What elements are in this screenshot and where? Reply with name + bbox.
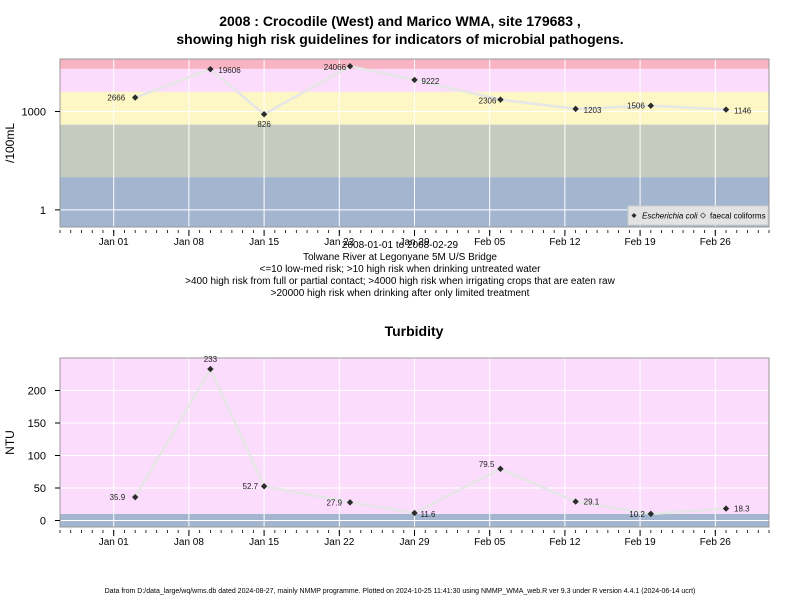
x-tick-label: Feb 05 <box>474 537 506 548</box>
chart-panel-1: 1 1000 Jan 01 Jan 08 Jan 15 Jan 22 Jan 29 Feb 0… <box>3 58 770 248</box>
data-point <box>497 96 504 103</box>
x-tick-label: Jan 22 <box>324 537 354 548</box>
legend-box <box>627 205 769 226</box>
data-point <box>411 76 418 84</box>
plot-frame <box>59 58 770 228</box>
x-tick-label: Jan 29 <box>399 537 429 548</box>
x-tick-label: Jan 01 <box>99 537 129 548</box>
data-point <box>411 509 418 517</box>
data-label: 18.3 <box>734 505 750 514</box>
caption-site-name: Tolwane River at Legonyane 5M U/S Bridge <box>303 252 497 263</box>
x-tick-label: Jan 22 <box>324 237 354 248</box>
y-tick-label: 1 <box>40 205 46 217</box>
data-point <box>497 465 504 473</box>
x-tick-label: Feb 19 <box>625 537 657 548</box>
legend-marker-fc <box>699 212 707 219</box>
data-label: 19606 <box>218 66 241 75</box>
data-label: 2306 <box>479 97 497 106</box>
data-label: 35.9 <box>110 493 126 502</box>
y-axis-label: /100mL <box>3 123 17 163</box>
data-label: 1506 <box>627 102 645 111</box>
legend-label-fc: faecal coliforms <box>710 212 766 221</box>
legend-label-ecoli: Escherichia coli <box>642 212 698 221</box>
x-tick-label: Feb 12 <box>549 537 581 548</box>
data-label: 1203 <box>584 106 602 115</box>
panel-title: Turbidity <box>385 323 444 339</box>
data-point <box>572 105 579 113</box>
data-point <box>207 65 214 73</box>
footer-note: Data from D:/data_large/wq/wms.db dated … <box>104 588 696 595</box>
data-label: 52.7 <box>243 482 259 491</box>
plot-frame <box>59 357 770 528</box>
data-label: 2666 <box>107 94 125 103</box>
data-point <box>722 505 730 512</box>
chart-panel-2: 0 50 100 150 200 Jan 01 Jan 08 Jan 15 Jan 22 Jan … <box>3 323 770 548</box>
x-tick-label: Jan 08 <box>174 237 204 248</box>
data-label: 27.9 <box>326 498 342 507</box>
chart-title-line-2: showing high risk guidelines for indicat… <box>176 31 624 47</box>
x-tick-label: Feb 12 <box>549 237 581 248</box>
x-tick-label: Feb 26 <box>700 537 732 548</box>
y-tick-label: 0 <box>40 516 46 528</box>
x-tick-label: Jan 15 <box>249 537 279 548</box>
data-point <box>647 102 655 109</box>
data-point <box>346 63 354 70</box>
y-tick-label: 150 <box>28 418 46 430</box>
caption-risk-contact: >400 high risk from full or partial cont… <box>185 276 615 287</box>
data-label: 29.1 <box>584 498 600 507</box>
data-label: 24066 <box>324 63 347 72</box>
data-point <box>572 498 579 505</box>
x-tick-label: Jan 29 <box>399 237 429 248</box>
data-point <box>260 483 268 490</box>
data-point <box>131 493 139 501</box>
data-label: 9222 <box>422 77 440 86</box>
data-point <box>647 510 655 518</box>
x-tick-label: Jan 08 <box>174 537 204 548</box>
legend: Escherichia coli faecal coliforms <box>627 205 769 226</box>
data-point <box>722 106 730 113</box>
data-point <box>207 365 214 373</box>
y-tick-label: 1000 <box>22 107 46 119</box>
y-axis-label: NTU <box>3 430 17 455</box>
x-tick-label: Feb 19 <box>625 237 657 248</box>
x-tick-label: Jan 01 <box>99 237 129 248</box>
data-label: 1146 <box>734 107 752 116</box>
data-label: 79.5 <box>479 460 495 469</box>
chart-title-line-1: 2008 : Crocodile (West) and Marico WMA, … <box>219 13 581 29</box>
data-label: 826 <box>257 120 271 129</box>
caption-risk-treatment: >20000 high risk when drinking after onl… <box>270 288 530 299</box>
caption-risk-drinking: <=10 low-med risk; >10 high risk when dr… <box>259 264 541 275</box>
x-tick-label: Feb 05 <box>474 237 506 248</box>
x-tick-label: Feb 26 <box>700 237 732 248</box>
data-label: 10.2 <box>629 510 645 519</box>
data-point <box>346 499 354 506</box>
data-point <box>131 94 139 101</box>
x-tick-label: Jan 15 <box>249 237 279 248</box>
y-tick-label: 200 <box>28 386 46 398</box>
data-point <box>260 111 268 118</box>
legend-marker-ecoli <box>631 213 637 218</box>
y-tick-label: 100 <box>28 451 46 463</box>
data-label: 233 <box>204 355 218 364</box>
y-tick-label: 50 <box>34 483 46 495</box>
caption-date-range: 2008-01-01 to 2008-02-29 <box>341 240 459 251</box>
data-label: 11.6 <box>421 510 437 519</box>
